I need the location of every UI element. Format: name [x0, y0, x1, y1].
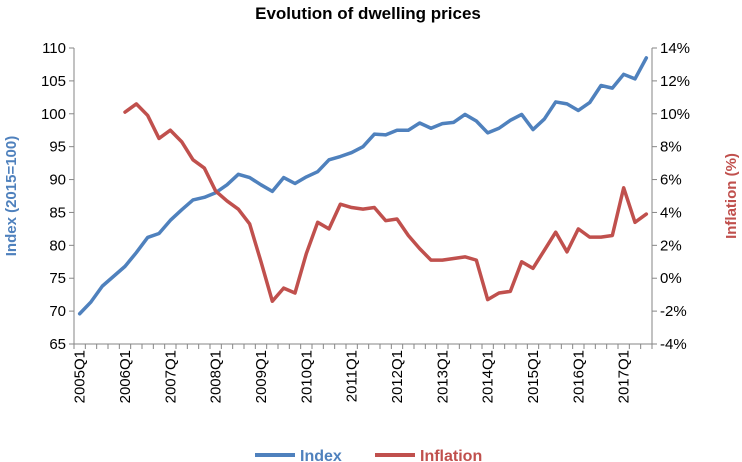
right-tick-label: 8% — [660, 139, 682, 156]
right-tick-label: 10% — [660, 106, 690, 123]
right-tick-label: 6% — [660, 172, 682, 189]
x-tick-label: 2009Q1 — [253, 350, 270, 403]
left-tick-label: 65 — [49, 336, 66, 353]
x-tick-label: 2017Q1 — [616, 350, 633, 403]
right-tick-label: 12% — [660, 73, 690, 90]
left-tick-label: 95 — [49, 139, 66, 156]
legend-label-index: Index — [300, 448, 342, 462]
right-axis-title: Inflation (%) — [723, 153, 740, 239]
x-tick-label: 2007Q1 — [162, 350, 179, 403]
legend: Index Inflation — [255, 448, 482, 462]
right-tick-label: 14% — [660, 40, 690, 57]
right-tick-label: -4% — [660, 336, 687, 353]
left-tick-label: 70 — [49, 303, 66, 320]
left-tick-label: 80 — [49, 237, 66, 254]
x-tick-label: 2006Q1 — [117, 350, 134, 403]
x-tick-label: 2014Q1 — [480, 350, 497, 403]
chart-title: Evolution of dwelling prices — [255, 4, 481, 23]
legend-label-inflation: Inflation — [420, 448, 482, 462]
x-tick-label: 2015Q1 — [525, 350, 542, 403]
left-tick-label: 100 — [41, 106, 66, 123]
series-line-inflation — [123, 102, 649, 303]
right-tick-label: 0% — [660, 270, 682, 287]
x-tick-label: 2008Q1 — [208, 350, 225, 403]
plot-area: 65 70 75 80 85 90 95 100 105 110 -4% -2% 0% 2% 4% 6% 8% 1… — [41, 40, 690, 403]
x-tick-label: 2010Q1 — [298, 350, 315, 403]
series-line-index — [77, 56, 649, 316]
x-tick-label: 2013Q1 — [434, 350, 451, 403]
left-tick-label: 75 — [49, 270, 66, 287]
x-tick-label: 2005Q1 — [72, 350, 89, 403]
left-axis-title: Index (2015=100) — [3, 136, 20, 257]
x-tick-label: 2011Q1 — [344, 350, 361, 402]
left-tick-label: 85 — [49, 204, 66, 221]
right-tick-label: -2% — [660, 303, 687, 320]
left-tick-label: 90 — [49, 172, 66, 189]
right-tick-label: 2% — [660, 237, 682, 254]
x-tick-label: 2016Q1 — [570, 350, 587, 403]
left-tick-label: 105 — [41, 73, 66, 90]
left-tick-label: 110 — [42, 40, 66, 57]
x-tick-label: 2012Q1 — [389, 350, 406, 403]
right-tick-label: 4% — [660, 204, 682, 221]
